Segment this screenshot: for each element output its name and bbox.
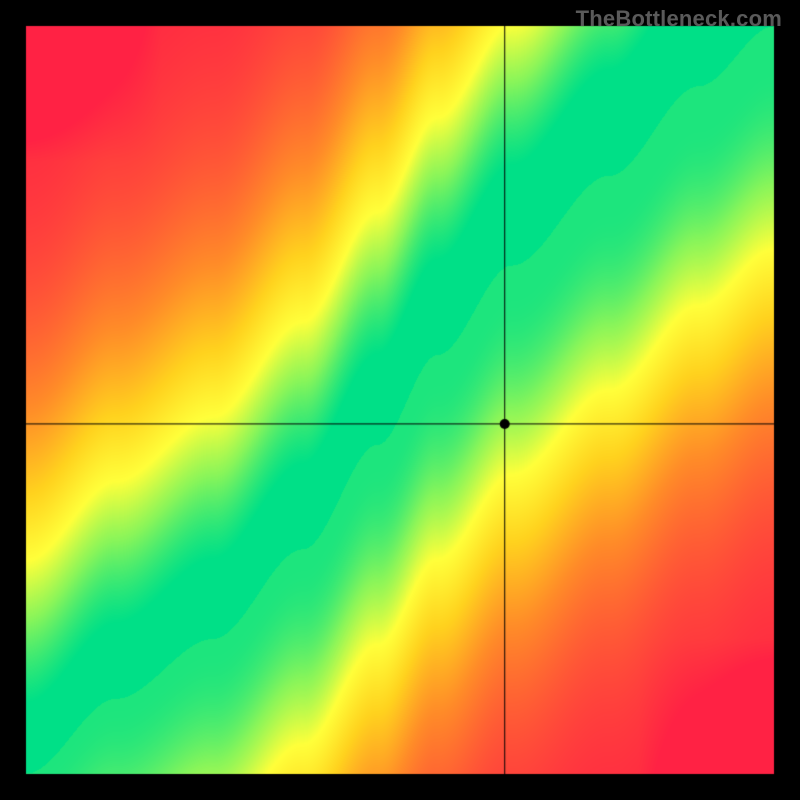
bottleneck-heatmap: [0, 0, 800, 800]
watermark-text: TheBottleneck.com: [576, 6, 782, 32]
chart-container: TheBottleneck.com: [0, 0, 800, 800]
